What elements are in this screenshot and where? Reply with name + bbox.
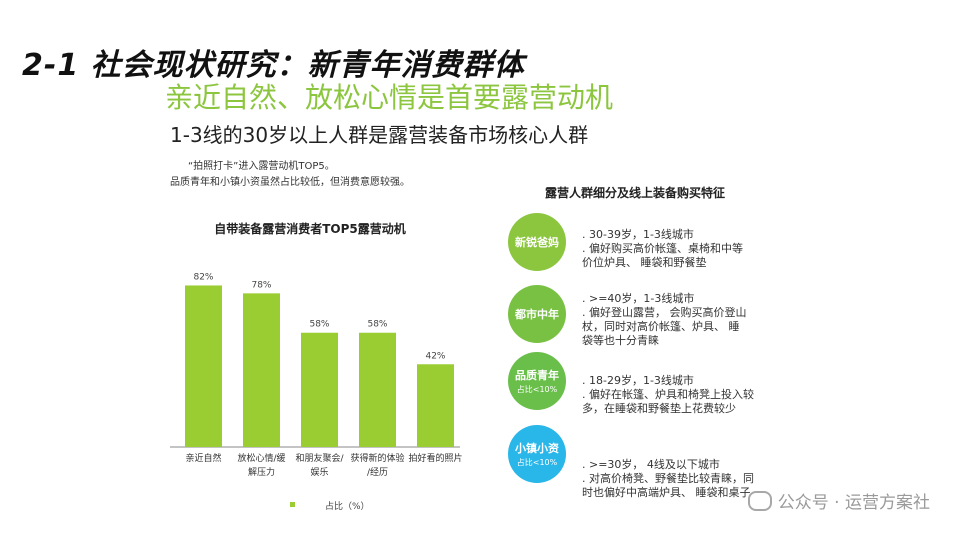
segment-line: . 18-29岁，1-3线城市: [582, 374, 694, 387]
segment-circle-2: 都市中年: [508, 285, 566, 343]
bar-value-label: 58%: [367, 320, 387, 330]
watermark-text: 公众号 · 运营方案社: [777, 493, 930, 513]
bar-1: [185, 285, 222, 447]
category-label: 和朋友聚会/: [295, 452, 344, 464]
headline-subtitle: 亲近自然、放松心情是首要露营动机: [165, 81, 614, 114]
bar-4: [359, 332, 396, 447]
segment-line: 多，在睡袋和野餐垫上花费较少: [582, 402, 736, 415]
category-label: /经历: [367, 466, 388, 478]
segments-title: 露营人群细分及线上装备购买特征: [545, 186, 726, 200]
segment-name: 小镇小资: [515, 442, 559, 455]
segment-line: 袋等也十分青睐: [582, 334, 659, 347]
wechat-icon: [747, 490, 772, 511]
segment-description: . >=30岁， 4线及以下城市. 对高价椅凳、野餐垫比较青睐，同 时也偏好中高…: [582, 458, 754, 500]
watermark: 公众号 · 运营方案社: [747, 488, 930, 513]
segment-line: . 30-39岁，1-3线城市: [582, 228, 694, 241]
note-line-2: 品质青年和小镇小资虽然占比较低，但消费意愿较强。: [170, 177, 410, 188]
segment-line: . 偏好登山露营， 会购买高价登山: [582, 306, 747, 319]
segment-description: . 18-29岁，1-3线城市. 偏好在帐篷、炉具和椅凳上投入较 多，在睡袋和野…: [582, 374, 754, 416]
bar-value-label: 82%: [193, 272, 213, 282]
segment-description: . >=40岁，1-3线城市. 偏好登山露营， 会购买高价登山 杖，同时对高价帐…: [582, 292, 747, 348]
bar-5: [417, 364, 454, 447]
legend: 占比（%）: [290, 500, 370, 512]
segment-name: 品质青年: [515, 369, 559, 382]
legend-swatch: [290, 502, 295, 507]
segment-line: . >=40岁，1-3线城市: [582, 292, 695, 305]
category-label: 拍好看的照片: [408, 452, 462, 464]
segment-line: 价位炉具、 睡袋和野餐垫: [582, 256, 707, 269]
page-title: 2-1 社会现状研究：新青年消费群体: [22, 48, 525, 83]
segment-line: . >=30岁， 4线及以下城市: [582, 458, 720, 471]
category-label: 获得新的体验: [350, 452, 404, 464]
segment-circle-3: 品质青年占比<10%: [508, 352, 566, 410]
note-line-1: “拍照打卡”进入露营动机TOP5。: [188, 161, 335, 172]
bar-value-label: 78%: [251, 280, 271, 290]
category-label: 解压力: [248, 466, 275, 478]
segment-name: 新锐爸妈: [515, 236, 559, 249]
segment-circle-4: 小镇小资占比<10%: [508, 425, 566, 483]
category-label: 放松心情/缓: [237, 452, 285, 464]
segment-line: 杖，同时对高价帐篷、炉具、 睡: [582, 320, 740, 333]
bar-2: [243, 293, 280, 447]
segment-share: 占比<10%: [516, 458, 558, 467]
segment-line: . 偏好在帐篷、炉具和椅凳上投入较: [582, 388, 754, 401]
segment-circle-1: 新锐爸妈: [508, 213, 566, 271]
segment-description: . 30-39岁，1-3线城市. 偏好购买高价帐篷、桌椅和中等 价位炉具、 睡袋…: [582, 228, 743, 270]
bar-3: [301, 332, 338, 447]
category-label: 亲近自然: [185, 452, 221, 464]
segment-line: 时也偏好中高端炉具、 睡袋和桌子: [582, 486, 751, 499]
section-subtitle: 1-3线的30岁以上人群是露营装备市场核心人群: [170, 123, 589, 147]
bar-value-label: 42%: [425, 351, 445, 361]
segment-line: . 对高价椅凳、野餐垫比较青睐，同: [582, 472, 754, 485]
segment-name: 都市中年: [515, 308, 559, 321]
legend-label: 占比（%）: [325, 500, 370, 512]
segment-share: 占比<10%: [516, 385, 558, 394]
bar-value-label: 58%: [309, 320, 329, 330]
chart-title: 自带装备露营消费者TOP5露营动机: [214, 222, 406, 236]
category-label: 娱乐: [310, 466, 328, 478]
segment-line: . 偏好购买高价帐篷、桌椅和中等: [582, 242, 743, 255]
